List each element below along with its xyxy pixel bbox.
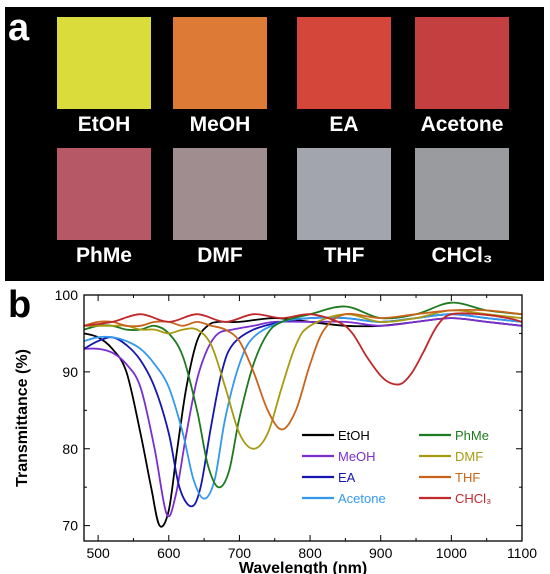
color-swatch bbox=[415, 17, 509, 109]
x-tick-label: 700 bbox=[228, 545, 252, 561]
color-swatch bbox=[57, 148, 151, 240]
plot-frame bbox=[83, 294, 523, 542]
series-line-1 bbox=[83, 317, 523, 518]
x-tick-label: 600 bbox=[157, 545, 181, 561]
y-tick-label: 80 bbox=[62, 441, 78, 457]
x-tick-label: 800 bbox=[298, 545, 322, 561]
y-tick-label: 90 bbox=[62, 364, 78, 380]
y-tick-label: 70 bbox=[62, 518, 78, 534]
x-tick-label: 1100 bbox=[507, 545, 537, 561]
legend-label: PhMe bbox=[455, 428, 489, 443]
series-line-5 bbox=[83, 309, 523, 450]
x-tick-label: 1000 bbox=[436, 545, 467, 561]
swatch-label: PhMe bbox=[75, 244, 132, 267]
transmittance-chart: 500 600 700 800 900 1000 1100 70 80 90 100 Waveleng… bbox=[14, 287, 537, 574]
color-swatch bbox=[415, 148, 509, 240]
legend-label: EtOH bbox=[338, 428, 370, 443]
legend-label: EA bbox=[338, 470, 356, 485]
swatch-label: THF bbox=[323, 244, 365, 267]
series-line-6 bbox=[83, 308, 523, 431]
x-tick-label: 500 bbox=[86, 545, 110, 561]
x-tick-label: 900 bbox=[369, 545, 393, 561]
swatch-label: Acetone bbox=[420, 113, 504, 136]
x-axis-label: Wavelength (nm) bbox=[239, 560, 367, 574]
swatch-label: MeOH bbox=[189, 113, 251, 136]
series-line-7 bbox=[83, 312, 523, 386]
legend-label: MeOH bbox=[338, 449, 376, 464]
legend-label: CHCl₃ bbox=[455, 491, 491, 506]
legend-label: Acetone bbox=[338, 491, 386, 506]
y-tick-label: 100 bbox=[55, 287, 79, 303]
swatch-label: CHCl₃ bbox=[431, 244, 493, 267]
color-swatch bbox=[297, 148, 391, 240]
color-swatch bbox=[173, 17, 267, 109]
color-swatch bbox=[173, 148, 267, 240]
swatch-label: EtOH bbox=[77, 113, 131, 136]
legend-label: DMF bbox=[455, 449, 483, 464]
color-swatch bbox=[297, 17, 391, 109]
color-swatch bbox=[57, 17, 151, 109]
legend-label: THF bbox=[455, 470, 480, 485]
y-axis-label: Transmittance (%) bbox=[14, 349, 31, 487]
panel-label-b: b bbox=[8, 284, 32, 326]
sample-photo-grid: EtOH MeOH EA Acetone PhMe DMF THF CHCl₃ bbox=[5, 7, 544, 281]
swatch-label: EA bbox=[329, 113, 359, 136]
swatch-label: DMF bbox=[197, 244, 243, 267]
panel-label-a: a bbox=[8, 7, 30, 49]
